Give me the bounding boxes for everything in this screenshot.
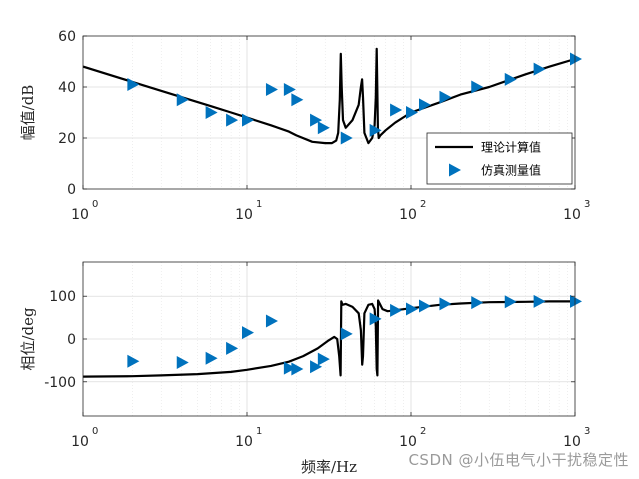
x-tick-label-exponent: 1: [256, 199, 262, 210]
legend-marker-swatch: [449, 163, 461, 177]
x-axis-label: 频率/Hz: [301, 458, 357, 476]
data-point-marker: [390, 303, 403, 317]
data-point-marker: [291, 93, 304, 107]
data-point-marker: [406, 106, 418, 119]
x-tick-label-exponent: 2: [420, 199, 426, 210]
x-tick-label-exponent: 0: [92, 426, 98, 437]
series-line: [83, 47, 575, 145]
data-point-marker: [533, 62, 546, 76]
data-point-marker: [340, 327, 353, 341]
data-point-marker: [471, 296, 484, 310]
x-tick-label-base: 10: [235, 207, 253, 223]
data-point-marker: [205, 351, 218, 365]
data-point-marker: [369, 312, 382, 326]
data-point-marker: [439, 297, 452, 311]
data-point-marker: [127, 354, 140, 368]
y-tick-label: 20: [58, 131, 76, 147]
data-point-marker: [265, 83, 278, 97]
data-point-marker: [439, 90, 452, 104]
y-tick-label: -100: [44, 375, 76, 391]
x-tick-label-base: 10: [399, 434, 417, 450]
data-point-marker: [317, 121, 330, 135]
x-tick-label-base: 10: [563, 207, 581, 223]
x-tick-label-base: 10: [71, 434, 89, 450]
data-point-marker: [570, 52, 582, 66]
data-point-marker: [205, 106, 218, 119]
watermark: CSDN @小伍电气小干扰稳定性: [408, 451, 629, 469]
data-point-marker: [127, 77, 140, 91]
data-point-marker: [310, 360, 323, 374]
data-point-marker: [369, 123, 382, 137]
x-tick-label-exponent: 1: [256, 426, 262, 437]
data-point-marker: [310, 113, 323, 127]
data-point-marker: [471, 80, 484, 94]
data-point-marker: [291, 362, 304, 376]
y-tick-label: 0: [67, 182, 76, 198]
data-point-marker: [176, 93, 189, 107]
data-point-marker: [570, 294, 582, 308]
data-point-marker: [226, 341, 239, 355]
data-point-marker: [226, 113, 239, 127]
data-point-marker: [242, 113, 254, 127]
data-point-marker: [317, 352, 330, 366]
y-tick-label: 60: [58, 29, 76, 45]
x-tick-label-base: 10: [563, 434, 581, 450]
data-point-marker: [283, 83, 296, 97]
data-point-marker: [504, 72, 517, 86]
y-axis-label: 幅值/dB: [19, 85, 37, 141]
data-point-marker: [406, 302, 418, 316]
data-point-marker: [390, 103, 403, 117]
y-axis-label: 相位/deg: [19, 307, 37, 371]
data-point-marker: [283, 361, 296, 375]
data-point-marker: [418, 98, 431, 112]
data-point-marker: [265, 314, 278, 328]
legend-box: [426, 132, 573, 185]
data-point-marker: [176, 356, 189, 370]
data-point-marker: [242, 326, 254, 340]
data-point-marker: [418, 299, 431, 313]
y-tick-label: 40: [58, 80, 76, 96]
data-point-marker: [504, 295, 517, 309]
x-tick-label-exponent: 0: [92, 199, 98, 210]
x-tick-label-exponent: 2: [420, 426, 426, 437]
x-tick-label-base: 10: [71, 207, 89, 223]
data-point-marker: [533, 294, 546, 308]
x-tick-label-base: 10: [399, 207, 417, 223]
data-point-marker: [340, 131, 353, 145]
x-tick-label-exponent: 3: [584, 199, 590, 210]
y-tick-label: 100: [49, 289, 76, 305]
legend-entry-label: 理论计算值: [481, 140, 541, 155]
y-tick-label: 0: [67, 332, 76, 348]
axes-frame: [82, 35, 576, 190]
x-tick-label-base: 10: [235, 434, 253, 450]
x-tick-label-exponent: 3: [584, 426, 590, 437]
legend-entry-label: 仿真测量值: [481, 163, 541, 178]
